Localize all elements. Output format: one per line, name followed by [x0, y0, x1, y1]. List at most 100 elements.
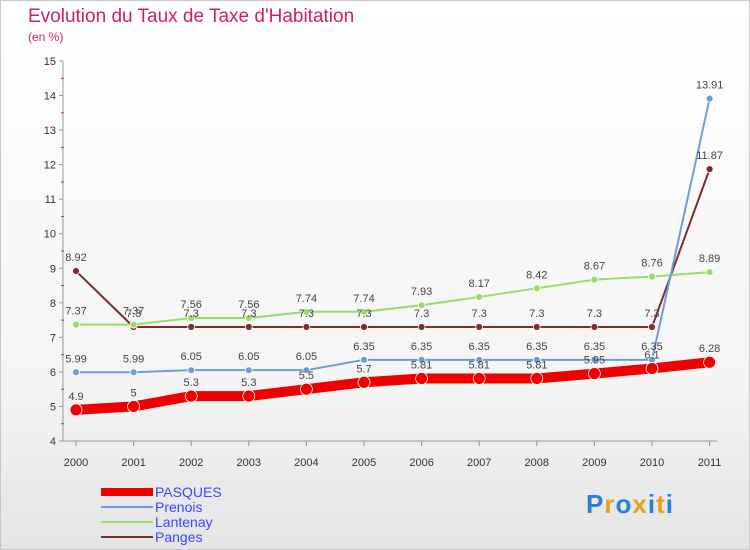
data-point-lantenay — [417, 301, 426, 310]
data-label-panges: 7.3 — [299, 308, 314, 320]
x-tick-label: 2005 — [352, 457, 376, 469]
data-point-pasques — [645, 362, 659, 375]
data-label-prenois: 6.05 — [238, 351, 259, 363]
data-point-pasques — [703, 355, 716, 369]
legend-label: Lantenay — [155, 514, 213, 530]
data-point-lantenay — [302, 307, 311, 316]
data-point-lantenay — [532, 284, 541, 293]
data-label-panges: 7.3 — [644, 308, 659, 320]
y-tick-label: 11 — [45, 194, 56, 206]
data-label-pasques: 6.1 — [644, 349, 659, 361]
x-tick-label: 2009 — [582, 457, 606, 469]
x-tick-label: 2000 — [64, 457, 88, 469]
data-label-lantenay: 7.93 — [411, 286, 432, 298]
data-point-panges — [72, 267, 80, 275]
data-point-prenois — [129, 368, 138, 377]
data-label-panges: 7.3 — [587, 308, 602, 320]
data-label-prenois: 6.35 — [468, 341, 489, 353]
data-point-pasques — [415, 372, 429, 385]
x-tick-label: 2011 — [698, 457, 722, 469]
data-point-lantenay — [72, 320, 80, 329]
legend-swatch — [101, 488, 153, 496]
data-label-panges: 7.3 — [529, 308, 544, 320]
data-label-lantenay: 7.37 — [65, 306, 86, 318]
y-tick-label: 13 — [44, 125, 56, 137]
series-line-panges — [75, 168, 711, 328]
data-label-pasques: 5.81 — [468, 359, 489, 371]
data-label-pasques: 6.28 — [699, 343, 720, 355]
data-label-prenois: 6.35 — [411, 341, 432, 353]
x-tick-label: 2002 — [179, 457, 203, 469]
data-point-lantenay — [590, 275, 599, 284]
data-label-lantenay: 7.56 — [180, 299, 201, 311]
data-label-lantenay: 7.37 — [123, 306, 144, 318]
data-point-lantenay — [705, 268, 714, 276]
data-point-panges — [590, 323, 599, 331]
data-label-pasques: 4.9 — [68, 391, 83, 403]
data-point-pasques — [242, 389, 256, 403]
y-tick-label: 6 — [50, 367, 56, 379]
legend-label: PASQUES — [155, 484, 222, 500]
data-point-lantenay — [475, 293, 484, 301]
data-point-prenois — [417, 355, 426, 364]
y-tick-label: 7 — [50, 332, 56, 344]
series-line-lantenay — [75, 271, 711, 326]
data-point-pasques — [69, 403, 83, 417]
data-label-prenois: 13.91 — [696, 80, 724, 92]
data-point-lantenay — [129, 320, 138, 329]
logo-letter: P — [586, 489, 605, 519]
data-point-prenois — [475, 355, 484, 364]
data-point-panges — [244, 323, 253, 331]
data-label-lantenay: 8.76 — [641, 258, 662, 270]
data-label-lantenay: 7.74 — [353, 293, 374, 305]
data-point-pasques — [299, 382, 313, 396]
x-tick-label: 2003 — [237, 457, 261, 469]
data-point-lantenay — [244, 314, 253, 322]
series-line-prenois — [75, 97, 711, 374]
y-tick-label: 12 — [44, 160, 56, 172]
y-tick-label: 10 — [44, 229, 56, 241]
data-label-prenois: 5.99 — [123, 353, 144, 365]
data-point-panges — [705, 165, 714, 174]
data-label-pasques: 5.7 — [356, 363, 371, 375]
data-label-prenois: 6.05 — [180, 351, 201, 363]
data-point-lantenay — [360, 307, 368, 316]
data-point-panges — [417, 323, 426, 331]
data-label-panges: 7.3 — [184, 308, 199, 320]
proxiti-logo[interactable]: Proxiti — [586, 489, 674, 520]
data-point-pasques — [530, 372, 544, 385]
data-point-pasques — [184, 389, 198, 403]
data-label-prenois: 6.35 — [526, 341, 547, 353]
data-label-panges: 8.92 — [65, 252, 86, 264]
logo-letter: r — [604, 489, 616, 519]
data-label-lantenay: 8.17 — [468, 278, 489, 290]
data-label-panges: 7.3 — [356, 308, 371, 320]
logo-letter: t — [656, 489, 666, 519]
legend-swatch — [101, 536, 153, 538]
logo-letter: o — [615, 489, 633, 519]
x-tick-label: 2001 — [121, 457, 145, 469]
legend-swatch — [101, 506, 153, 508]
y-tick-label: 9 — [50, 263, 56, 275]
data-label-prenois: 6.35 — [353, 341, 374, 353]
data-point-pasques — [472, 372, 486, 385]
data-point-panges — [302, 323, 311, 331]
data-label-panges: 7.3 — [241, 308, 256, 320]
legend-label: Prenois — [155, 499, 203, 515]
data-label-lantenay: 8.89 — [699, 253, 720, 265]
chart-title: Evolution du Taux de Taxe d'Habitation — [28, 6, 355, 27]
x-tick-label: 2004 — [294, 457, 318, 469]
data-point-panges — [360, 323, 368, 331]
x-tick-label: 2010 — [640, 457, 664, 469]
y-tick-label: 5 — [50, 401, 56, 413]
data-point-panges — [532, 323, 541, 331]
data-label-prenois: 6.05 — [296, 351, 317, 363]
data-label-lantenay: 8.67 — [584, 261, 605, 273]
x-tick-label: 2008 — [525, 457, 549, 469]
x-tick-label: 2006 — [409, 457, 433, 469]
legend-label: Panges — [155, 529, 203, 545]
data-label-pasques: 5.3 — [184, 377, 199, 389]
y-tick-label: 4 — [50, 436, 56, 448]
data-label-prenois: 6.35 — [584, 341, 605, 353]
